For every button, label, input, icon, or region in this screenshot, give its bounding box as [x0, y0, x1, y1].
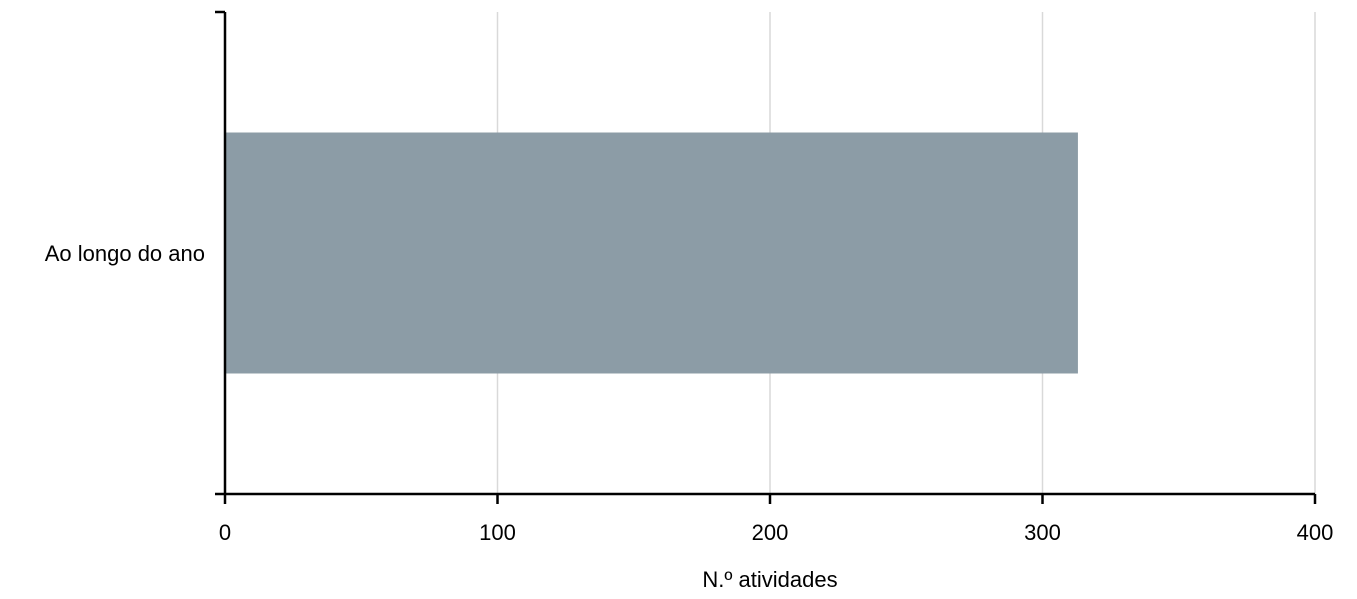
x-ticks: 0 100 200 300 400 [219, 494, 1333, 545]
x-tick-label-100: 100 [479, 520, 516, 545]
x-tick-label-0: 0 [219, 520, 231, 545]
x-tick-label-300: 300 [1024, 520, 1061, 545]
x-axis-title: N.º atividades [702, 567, 837, 592]
category-labels: Ao longo do ano [45, 241, 205, 266]
axes [215, 12, 1315, 496]
x-tick-label-200: 200 [752, 520, 789, 545]
category-label-0: Ao longo do ano [45, 241, 205, 266]
x-tick-label-400: 400 [1297, 520, 1334, 545]
bars [225, 132, 1078, 374]
bar-0 [225, 132, 1078, 374]
